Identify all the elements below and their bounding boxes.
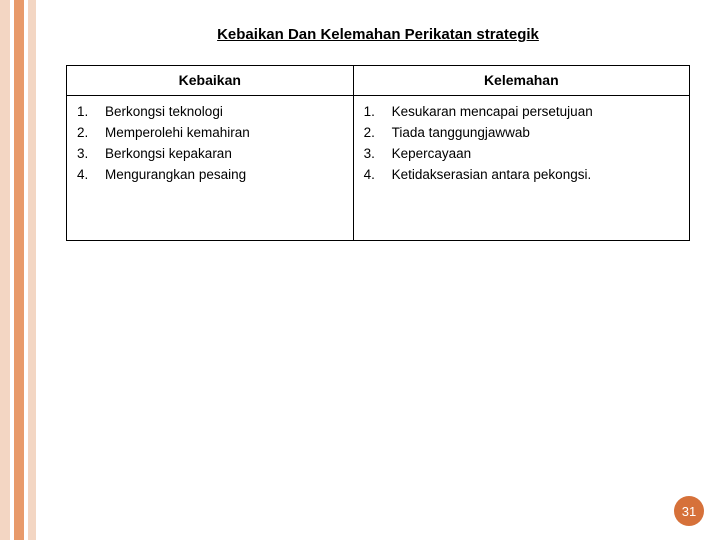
page-number: 31 (682, 504, 696, 519)
cell-kebaikan: 1. 2. 3. 4. Berkongsi teknologi Memperol… (67, 96, 354, 241)
list-item: Ketidakserasian antara pekongsi. (392, 165, 679, 186)
slide-content: Kebaikan Dan Kelemahan Perikatan strateg… (36, 0, 720, 540)
list-number: 3. (364, 144, 392, 165)
header-kelemahan: Kelemahan (353, 66, 689, 96)
table-header-row: Kebaikan Kelemahan (67, 66, 690, 96)
page-number-badge: 31 (674, 496, 704, 526)
list-number: 2. (77, 123, 105, 144)
kebaikan-numbers: 1. 2. 3. 4. (77, 102, 105, 186)
side-stripes (0, 0, 36, 540)
list-number: 1. (77, 102, 105, 123)
list-item: Berkongsi teknologi (105, 102, 343, 123)
list-number: 1. (364, 102, 392, 123)
cell-kelemahan: 1. 2. 3. 4. Kesukaran mencapai persetuju… (353, 96, 689, 241)
slide-title: Kebaikan Dan Kelemahan Perikatan strateg… (66, 26, 690, 43)
kebaikan-items: Berkongsi teknologi Memperolehi kemahira… (105, 102, 343, 186)
list-item: Berkongsi kepakaran (105, 144, 343, 165)
stripe-3 (14, 0, 24, 540)
list-item: Mengurangkan pesaing (105, 165, 343, 186)
list-item: Memperolehi kemahiran (105, 123, 343, 144)
table-row: 1. 2. 3. 4. Berkongsi teknologi Memperol… (67, 96, 690, 241)
list-item: Kepercayaan (392, 144, 679, 165)
header-kebaikan: Kebaikan (67, 66, 354, 96)
stripe-1 (0, 0, 10, 540)
pros-cons-table: Kebaikan Kelemahan 1. 2. 3. 4. Berkongs (66, 65, 690, 241)
list-number: 3. (77, 144, 105, 165)
kelemahan-items: Kesukaran mencapai persetujuan Tiada tan… (392, 102, 679, 186)
stripe-5 (28, 0, 36, 540)
list-item: Kesukaran mencapai persetujuan (392, 102, 679, 123)
list-item: Tiada tanggungjawwab (392, 123, 679, 144)
list-number: 4. (364, 165, 392, 186)
list-number: 2. (364, 123, 392, 144)
list-number: 4. (77, 165, 105, 186)
kelemahan-numbers: 1. 2. 3. 4. (364, 102, 392, 186)
